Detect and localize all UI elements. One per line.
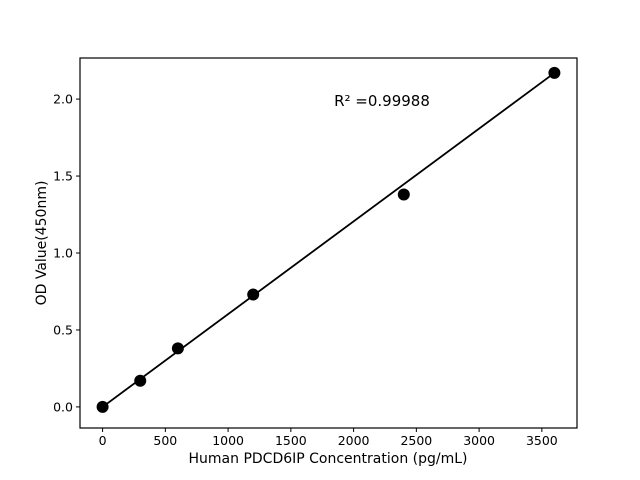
data-point (134, 374, 147, 387)
x-tick-label: 1500 (275, 433, 307, 448)
y-tick-label: 2.0 (53, 92, 73, 107)
data-point (548, 66, 561, 79)
y-tick-label: 1.0 (53, 246, 73, 261)
x-tick-label: 500 (153, 433, 177, 448)
x-tick-label: 2500 (400, 433, 432, 448)
y-tick-label: 0.5 (53, 322, 73, 337)
x-axis-label: Human PDCD6IP Concentration (pg/mL) (189, 451, 468, 467)
x-tick-label: 2000 (338, 433, 370, 448)
x-tick-label: 1000 (212, 433, 244, 448)
data-point (397, 188, 410, 201)
y-tick-label: 0.0 (53, 399, 73, 414)
y-axis-label: OD Value(450nm) (34, 181, 50, 306)
regression-line (102, 72, 555, 408)
data-point (171, 342, 184, 355)
data-point (247, 288, 260, 301)
r-squared-annotation: R² =0.99988 (334, 92, 430, 110)
y-tick-label: 1.5 (53, 169, 73, 184)
x-tick-label: 0 (99, 433, 107, 448)
plot-frame (79, 57, 578, 429)
x-tick-label: 3000 (463, 433, 495, 448)
data-point (96, 400, 109, 413)
x-tick-label: 3500 (526, 433, 558, 448)
